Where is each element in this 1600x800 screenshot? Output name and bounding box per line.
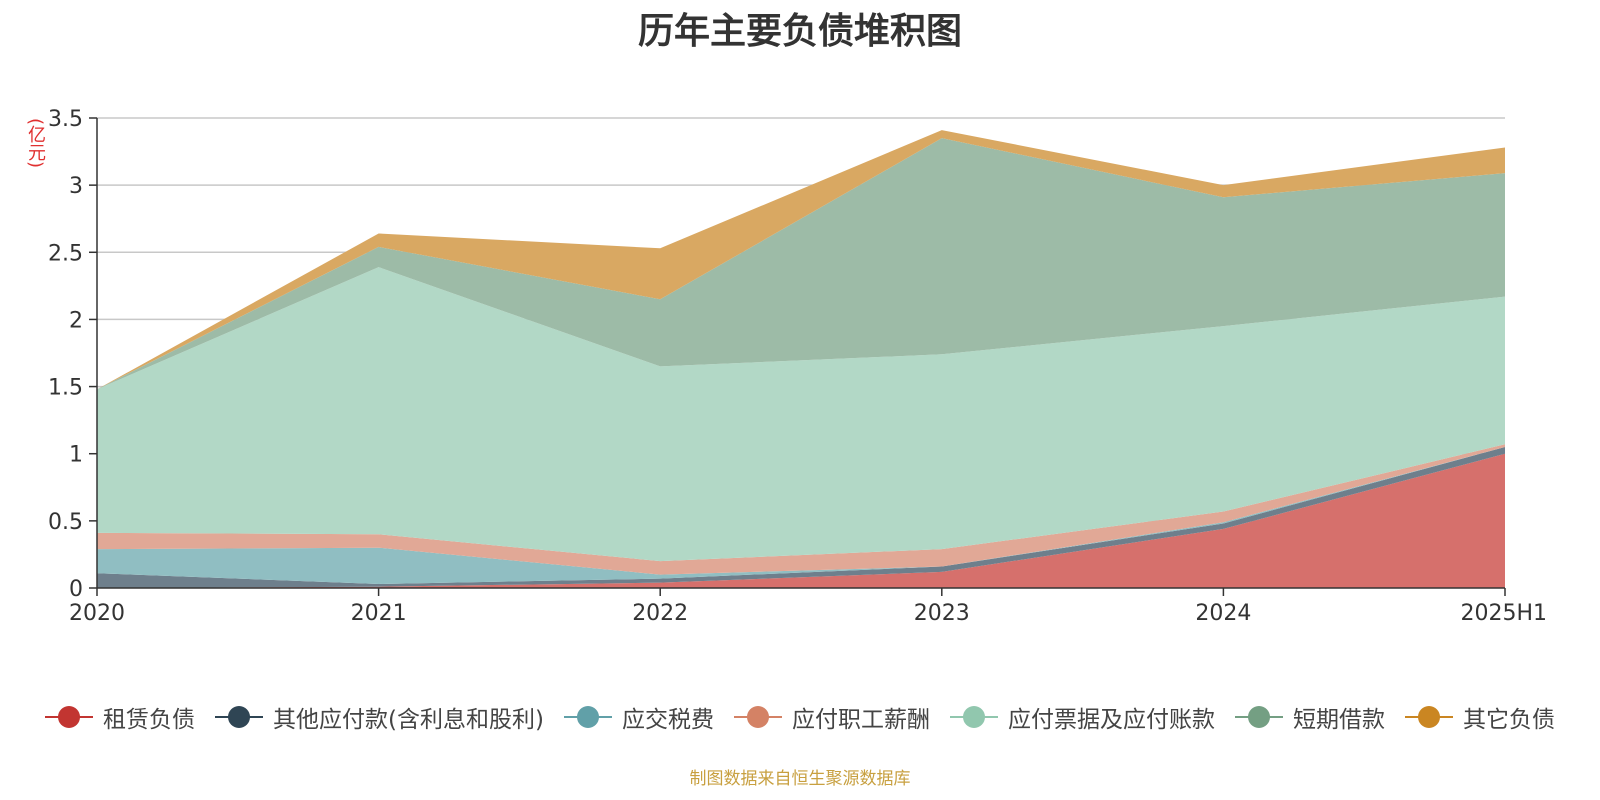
legend-label: 其它负债 xyxy=(1462,707,1555,733)
axes xyxy=(89,117,1506,596)
legend-marker-icon xyxy=(563,705,612,729)
area-series xyxy=(97,130,1505,588)
x-tick-label: 2023 xyxy=(914,601,970,626)
x-tick-label: 2021 xyxy=(351,601,407,626)
area-series-2 xyxy=(97,447,1505,584)
area-series-3 xyxy=(97,444,1505,575)
x-tick-label: 2020 xyxy=(69,601,125,626)
legend-marker-icon xyxy=(1234,705,1283,729)
stacked-area-chart: 00.511.522.533.5 2020 2021 2022 2023 2024 202… xyxy=(48,107,1547,626)
legend-item-5[interactable]: 短期借款 xyxy=(1234,700,1385,734)
legend-label: 应交税费 xyxy=(621,707,714,733)
legend-item-1[interactable]: 其他应付款(含利息和股利) xyxy=(215,700,544,734)
area-series-4 xyxy=(97,267,1505,562)
area-series-0 xyxy=(97,453,1505,588)
legend-label: 应付职工薪酬 xyxy=(791,707,930,733)
y-axis-unit-label: (亿元) xyxy=(25,118,46,169)
legend-item-4[interactable]: 应付票据及应付账款 xyxy=(949,700,1215,734)
legend-label: 租赁负债 xyxy=(103,707,196,733)
legend-label: 短期借款 xyxy=(1292,707,1385,733)
legend-item-0[interactable]: 租赁负债 xyxy=(45,700,195,734)
legend-label: 应付票据及应付账款 xyxy=(1007,707,1215,733)
y-tick-label: 1.5 xyxy=(48,376,83,401)
legend-item-6[interactable]: 其它负债 xyxy=(1404,700,1555,734)
y-tick-label: 2.5 xyxy=(48,241,83,266)
legend-marker-icon xyxy=(215,705,264,729)
y-tick-label: 0 xyxy=(69,577,83,602)
y-tick-labels: 0 0.5 1 1.5 2 2.5 3 3.5 xyxy=(48,107,83,602)
x-tick-label: 2022 xyxy=(632,601,688,626)
legend-marker-icon xyxy=(949,705,998,729)
legend: 租赁负债 其他应付款(含利息和股利) 应交税费 应付职工薪酬 应付票据及应付账款 短期借款… xyxy=(0,700,1600,734)
chart-title: 历年主要负债堆积图 xyxy=(637,11,962,52)
y-tick-label: 2 xyxy=(69,308,83,333)
y-tick-label: 3 xyxy=(69,174,83,199)
legend-item-2[interactable]: 应交税费 xyxy=(563,700,714,734)
legend-marker-icon xyxy=(733,705,782,729)
area-series-5 xyxy=(97,138,1505,390)
y-tick-label: 3.5 xyxy=(48,107,83,132)
x-tick-label: 2025H1 xyxy=(1460,601,1547,626)
legend-marker-icon xyxy=(1404,705,1453,729)
y-tick-label: 0.5 xyxy=(48,510,83,535)
legend-label: 其他应付款(含利息和股利) xyxy=(273,707,544,733)
x-tick-labels: 2020 2021 2022 2023 2024 2025H1 xyxy=(69,601,1547,626)
legend-marker-icon xyxy=(45,705,94,729)
legend-item-3[interactable]: 应付职工薪酬 xyxy=(733,700,930,734)
y-tick-label: 1 xyxy=(69,443,83,468)
data-source-note: 制图数据来自恒生聚源数据库 xyxy=(689,769,911,789)
x-tick-label: 2024 xyxy=(1195,601,1251,626)
